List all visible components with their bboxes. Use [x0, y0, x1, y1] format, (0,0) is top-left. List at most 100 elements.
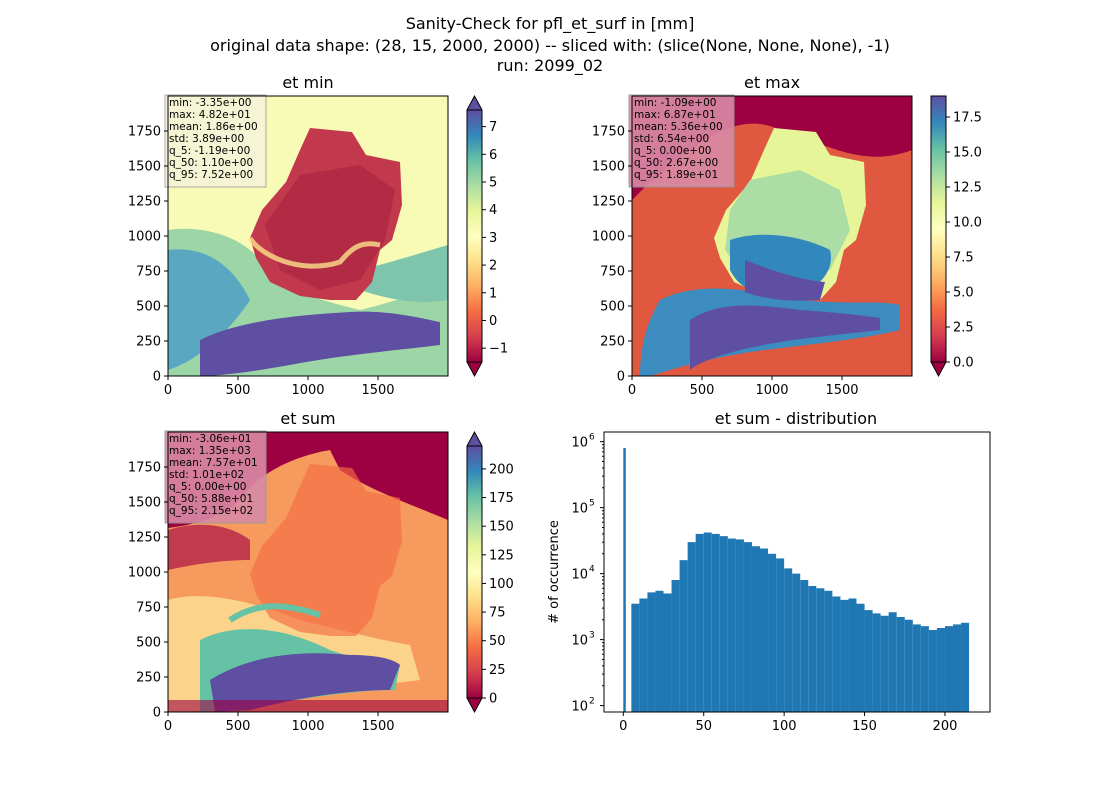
colorbar-tick-label: 7 [489, 120, 497, 135]
figure-title-line-1: Sanity-Check for pfl_et_surf in [mm] [406, 14, 695, 34]
histogram-bar [961, 622, 970, 712]
y-tick-label: 1750 [592, 125, 625, 140]
histogram-bar [824, 590, 833, 712]
y-tick-label: 250 [600, 335, 625, 350]
y-tick-label: 1750 [128, 461, 161, 476]
y-tick-label: 10 [571, 436, 588, 451]
y-tick-label: 750 [600, 265, 625, 280]
colorbar-tick-label: 3 [489, 231, 497, 246]
panel-et-max: et max min: -1.09e+00 max: 6.87e+01 mean… [592, 73, 982, 398]
colorbar: 0.0 2.5 5.0 7.5 10.0 12.5 15.0 17.5 [930, 95, 982, 378]
y-tick-label: 500 [600, 300, 625, 315]
colorbar-tick-label: 4 [489, 203, 497, 218]
stats-q5: q_5: -1.19e+00 [169, 145, 250, 157]
y-tick-label: 1750 [128, 125, 161, 140]
histogram-bar [896, 617, 905, 712]
colorbar-tick-label: 2 [489, 259, 497, 274]
y-tick-label: 1000 [128, 566, 161, 581]
stats-max: max: 4.82e+01 [169, 109, 251, 121]
panel-et-sum: et sum min: -3.06e+01 max: 1.35e+03 mean… [128, 409, 514, 734]
histogram-bar [816, 588, 825, 712]
x-tick-label: 150 [852, 719, 877, 734]
y-tick-label: 0 [617, 370, 625, 385]
y-tick-label: 10 [571, 700, 588, 715]
y-tick-label: 1250 [128, 531, 161, 546]
y-tick-label: 500 [136, 636, 161, 651]
colorbar-ticks: 0.0 2.5 5.0 7.5 10.0 12.5 15.0 17.5 [946, 111, 982, 371]
stats-q95: q_95: 7.52e+00 [169, 169, 253, 181]
y-tick-label: 10 [571, 634, 588, 649]
stats-box-background [628, 94, 735, 188]
y-tick-exponent: 4 [589, 565, 595, 575]
y-tick-exponent: 2 [589, 697, 595, 707]
stats-q95: q_95: 2.15e+02 [169, 505, 253, 517]
axis-ticks: 0 500 1000 1500 0 250 500 750 1000 1250 1500 1750 [128, 461, 395, 735]
histogram-bar [936, 627, 945, 712]
y-tick-label: 10 [571, 568, 588, 583]
y-tick-exponent: 5 [589, 499, 595, 509]
stats-box-background [164, 94, 267, 188]
y-tick-label: 250 [136, 671, 161, 686]
colorbar-tick-label: 1 [489, 286, 497, 301]
histogram-bar [719, 536, 728, 712]
stats-q50: q_50: 1.10e+00 [169, 157, 253, 169]
y-tick-label: 1250 [592, 195, 625, 210]
stats-box-background [164, 430, 267, 524]
colorbar-tick-label: 17.5 [953, 111, 982, 126]
colorbar: −1 0 1 2 3 4 5 6 7 [466, 94, 508, 378]
histogram-bar [784, 568, 793, 712]
histogram-bar [864, 610, 873, 712]
stats-q95: q_95: 1.89e+01 [634, 169, 718, 181]
stats-max: max: 6.87e+01 [634, 109, 716, 121]
stats-std: std: 6.54e+00 [634, 133, 709, 145]
histogram-bar [808, 585, 817, 712]
x-tick-label: 200 [933, 719, 958, 734]
histogram-bar [776, 558, 785, 712]
histogram-bar [751, 546, 761, 712]
stats-min: min: -3.35e+00 [169, 97, 251, 109]
histogram-bar [631, 603, 640, 712]
stats-mean: mean: 1.86e+00 [169, 121, 258, 133]
panel-title: et max [744, 73, 800, 92]
stats-std: std: 1.01e+02 [169, 469, 244, 481]
colorbar-tick-label: 50 [489, 634, 506, 649]
x-tick-label: 1500 [361, 383, 394, 398]
x-tick-label: 1500 [361, 719, 394, 734]
histogram-bar [920, 626, 929, 712]
histogram-bar [727, 538, 736, 712]
y-tick-label: 1000 [128, 230, 161, 245]
x-tick-label: 1000 [291, 719, 324, 734]
colorbar-tick-label: 0.0 [953, 356, 974, 371]
colorbar-tick-label: 175 [489, 491, 514, 506]
panel-et-min: et min min: -3.35e+00 max: 4.82e+01 mean… [128, 73, 508, 398]
colorbar-tick-label: 5 [489, 176, 497, 191]
y-tick-label: 1250 [128, 195, 161, 210]
histogram-bar [880, 615, 889, 712]
y-tick-label: 750 [136, 265, 161, 280]
colorbar-tick-label: 7.5 [953, 251, 974, 266]
stats-std: std: 3.89e+00 [169, 133, 244, 145]
histogram-bar [703, 532, 712, 712]
axis-ticks: 0 500 1000 1500 0 250 500 750 1000 1250 1500 1750 [592, 125, 859, 399]
axis-ticks: 0 500 1000 1500 0 250 500 750 1000 1250 1500 1750 [128, 125, 395, 399]
colorbar-tick-label: 15.0 [953, 146, 982, 161]
stats-min: min: -3.06e+01 [169, 433, 251, 445]
colorbar-tick-label: 6 [489, 148, 497, 163]
histogram-bar [647, 592, 656, 712]
stats-max: max: 1.35e+03 [169, 445, 251, 457]
colorbar: 0 25 50 75 100 125 150 175 200 [466, 430, 514, 714]
panel-title: et min [282, 73, 333, 92]
x-tick-label: 50 [695, 719, 712, 734]
colorbar-tick-label: 200 [489, 462, 514, 477]
histogram-bar [953, 624, 962, 712]
histogram-bar [639, 598, 648, 712]
x-tick-label: 500 [690, 383, 715, 398]
histogram-bar [623, 448, 626, 712]
colorbar-tick-label: 125 [489, 548, 514, 563]
y-axis-label: # of occurrence [547, 520, 562, 624]
stats-mean: mean: 5.36e+00 [634, 121, 723, 133]
panel-title: et sum [280, 409, 335, 428]
histogram-bar [856, 603, 865, 712]
x-tick-label: 1000 [755, 383, 788, 398]
